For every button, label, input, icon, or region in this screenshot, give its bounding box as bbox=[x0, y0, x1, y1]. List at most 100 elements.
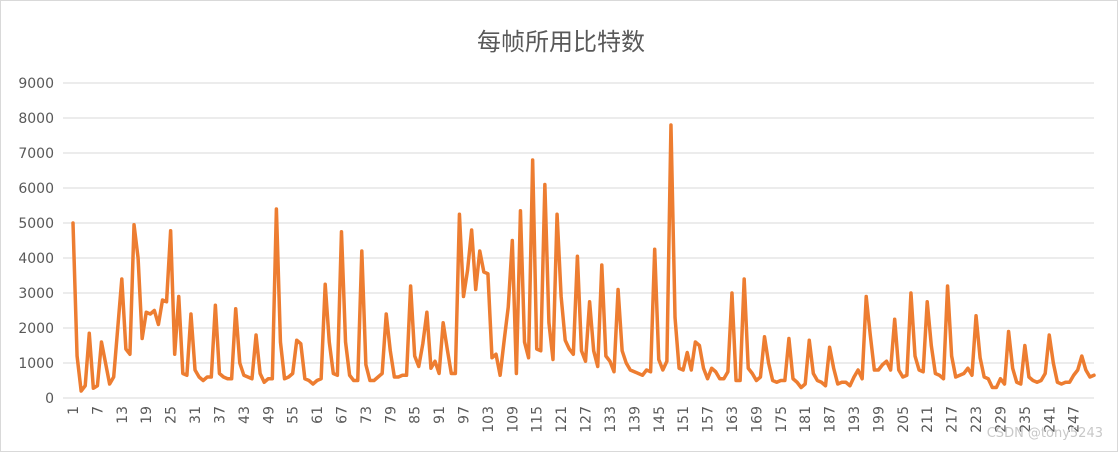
data-point bbox=[767, 361, 770, 365]
data-point bbox=[860, 377, 864, 380]
data-point bbox=[543, 183, 547, 186]
data-point bbox=[132, 223, 136, 226]
y-tick-label: 9000 bbox=[18, 76, 54, 92]
data-point bbox=[1048, 333, 1051, 337]
data-point bbox=[364, 363, 368, 366]
data-point bbox=[604, 354, 608, 358]
data-point bbox=[669, 123, 673, 127]
data-point bbox=[893, 318, 896, 321]
data-point bbox=[856, 368, 860, 372]
data-point bbox=[759, 375, 762, 379]
x-tick-label: 73 bbox=[359, 406, 375, 424]
data-point bbox=[775, 381, 778, 384]
data-point bbox=[116, 326, 119, 330]
x-tick-label: 247 bbox=[1067, 406, 1083, 433]
data-point bbox=[873, 368, 876, 372]
data-point bbox=[974, 314, 978, 317]
data-point bbox=[181, 372, 185, 375]
x-tick-label: 97 bbox=[457, 406, 473, 424]
data-point bbox=[450, 372, 453, 375]
x-tick-label: 25 bbox=[164, 406, 180, 424]
data-point bbox=[661, 368, 665, 372]
data-point bbox=[319, 377, 323, 380]
data-point bbox=[978, 356, 982, 359]
data-point bbox=[71, 221, 75, 225]
data-point bbox=[1072, 374, 1075, 377]
data-point bbox=[189, 312, 193, 316]
data-point bbox=[559, 295, 563, 298]
data-point bbox=[157, 323, 160, 326]
x-tick-label: 205 bbox=[896, 406, 912, 433]
data-point bbox=[982, 375, 986, 379]
data-point bbox=[466, 269, 469, 272]
data-point bbox=[226, 377, 229, 380]
data-point bbox=[446, 347, 449, 351]
data-point bbox=[698, 344, 701, 347]
data-point bbox=[885, 360, 888, 363]
data-point bbox=[942, 377, 945, 380]
data-point bbox=[1088, 375, 1092, 379]
data-point bbox=[869, 333, 872, 337]
data-point bbox=[954, 375, 957, 379]
data-point bbox=[258, 372, 262, 375]
x-tick-label: 241 bbox=[1042, 406, 1058, 433]
x-tick-label: 181 bbox=[798, 406, 814, 433]
data-point bbox=[665, 360, 669, 363]
data-point bbox=[328, 340, 331, 344]
data-point bbox=[1076, 368, 1079, 372]
data-point bbox=[551, 358, 555, 361]
x-tick-label: 115 bbox=[530, 406, 546, 433]
x-tick-label: 79 bbox=[383, 406, 399, 424]
data-point bbox=[356, 379, 359, 382]
data-point bbox=[844, 381, 848, 384]
data-point bbox=[1064, 381, 1067, 384]
data-point bbox=[275, 207, 278, 211]
data-point bbox=[1035, 381, 1039, 384]
data-point bbox=[714, 370, 717, 373]
data-point bbox=[201, 379, 205, 382]
data-point bbox=[523, 340, 526, 344]
data-point bbox=[645, 368, 648, 372]
data-point bbox=[197, 375, 201, 379]
data-point bbox=[291, 372, 294, 375]
data-point bbox=[299, 342, 302, 345]
data-point bbox=[897, 368, 900, 372]
data-point bbox=[926, 300, 929, 303]
data-point bbox=[901, 375, 905, 379]
data-point bbox=[218, 372, 221, 375]
data-point bbox=[262, 381, 266, 384]
data-point bbox=[254, 333, 258, 337]
data-point bbox=[812, 372, 815, 375]
y-tick-label: 5000 bbox=[18, 216, 54, 232]
data-point bbox=[751, 372, 754, 375]
data-point bbox=[519, 209, 522, 212]
data-point bbox=[730, 291, 734, 295]
data-point bbox=[917, 368, 921, 372]
data-point bbox=[816, 379, 819, 382]
data-point bbox=[389, 349, 392, 352]
data-point bbox=[92, 387, 95, 390]
data-point bbox=[547, 321, 551, 324]
data-point bbox=[136, 256, 140, 260]
data-point bbox=[848, 384, 852, 387]
data-point bbox=[889, 368, 892, 372]
series-line bbox=[71, 123, 1096, 393]
data-point bbox=[140, 337, 144, 340]
data-point bbox=[747, 367, 750, 370]
data-point bbox=[600, 263, 603, 267]
x-tick-label: 109 bbox=[505, 406, 521, 433]
data-point bbox=[962, 372, 966, 375]
data-point bbox=[279, 340, 282, 344]
x-tick-label: 7 bbox=[90, 406, 106, 415]
y-tick-label: 4000 bbox=[18, 251, 54, 267]
x-tick-label: 229 bbox=[993, 406, 1009, 433]
data-point bbox=[820, 381, 823, 384]
data-point bbox=[877, 368, 880, 372]
data-point bbox=[938, 374, 941, 377]
data-point bbox=[1031, 379, 1035, 382]
data-point bbox=[502, 339, 506, 342]
data-point bbox=[588, 300, 591, 303]
series-bits-per-frame bbox=[71, 123, 1096, 393]
data-point bbox=[641, 374, 644, 377]
x-tick-label: 217 bbox=[945, 406, 961, 433]
